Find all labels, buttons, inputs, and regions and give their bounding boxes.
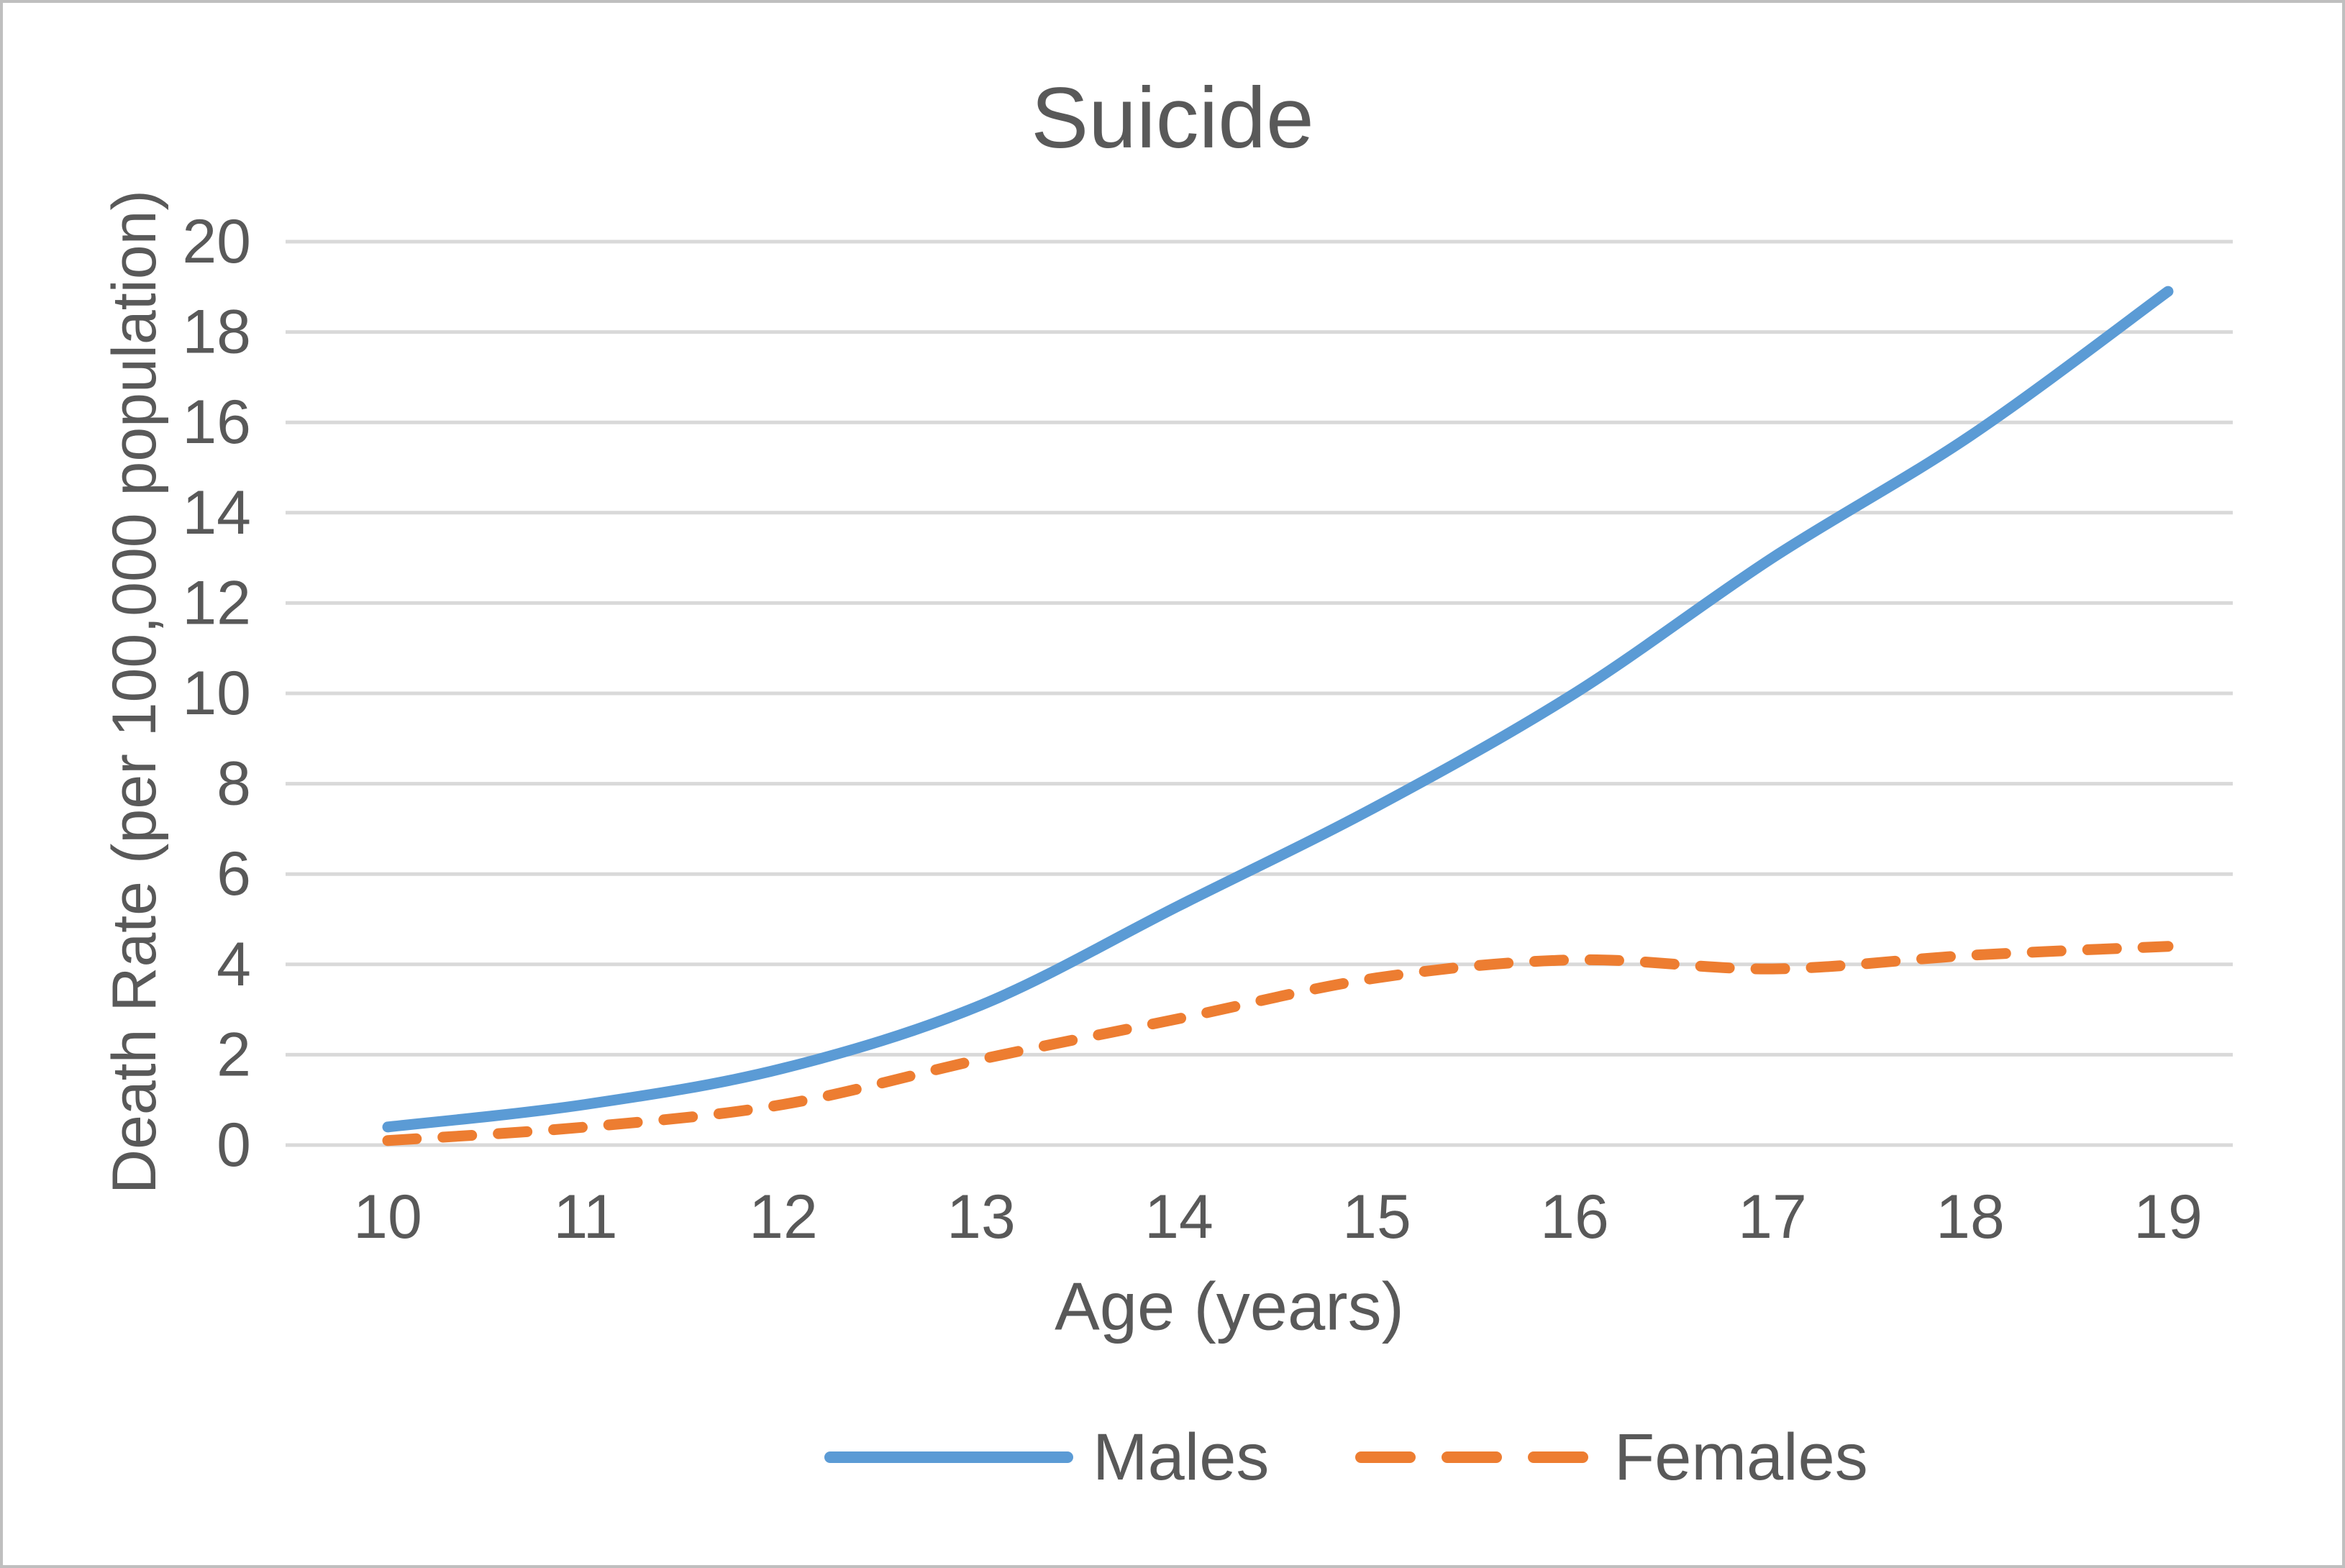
y-tick-label: 20 bbox=[182, 207, 251, 276]
series-line-males bbox=[382, 286, 2174, 1133]
y-tick-label: 12 bbox=[182, 568, 251, 637]
x-tick-label: 16 bbox=[1540, 1182, 1609, 1252]
legend-label-males: Males bbox=[1093, 1421, 1269, 1494]
x-tick-label: 14 bbox=[1144, 1182, 1214, 1252]
chart-legend: Males Females bbox=[824, 1421, 1868, 1494]
y-tick-label: 16 bbox=[182, 388, 251, 457]
chart-title: Suicide bbox=[1031, 70, 1314, 166]
y-tick-label: 18 bbox=[182, 298, 251, 367]
x-tick-label: 18 bbox=[1936, 1182, 2005, 1252]
x-tick-label: 10 bbox=[353, 1182, 422, 1252]
x-tick-label: 12 bbox=[749, 1182, 818, 1252]
x-tick-label: 17 bbox=[1738, 1182, 1807, 1252]
y-tick-label: 4 bbox=[217, 930, 251, 999]
y-tick-label: 8 bbox=[217, 749, 251, 819]
y-axis-title: Death Rate (per 100,000 population) bbox=[100, 190, 169, 1194]
gridlines bbox=[286, 240, 2233, 1147]
y-tick-label: 10 bbox=[182, 659, 251, 728]
data-series-lines bbox=[382, 286, 2174, 1147]
x-tick-label: 11 bbox=[553, 1182, 617, 1252]
legend-label-females: Females bbox=[1614, 1421, 1868, 1494]
x-tick-label: 13 bbox=[947, 1182, 1016, 1252]
y-tick-label: 2 bbox=[217, 1020, 251, 1089]
x-tick-label: 19 bbox=[2134, 1182, 2203, 1252]
x-axis-tick-labels: 10 11 12 13 14 15 16 17 18 19 bbox=[353, 1182, 2203, 1252]
y-tick-label: 14 bbox=[182, 478, 251, 547]
x-tick-label: 15 bbox=[1342, 1182, 1411, 1252]
y-tick-label: 0 bbox=[217, 1111, 251, 1180]
line-chart: Suicide Death Rate (per 100,000 populati… bbox=[100, 70, 2233, 1494]
y-axis-tick-labels: 0 2 4 6 8 10 12 14 16 18 20 bbox=[182, 207, 251, 1180]
x-axis-title: Age (years) bbox=[1055, 1269, 1404, 1344]
series-line-females bbox=[382, 941, 2174, 1147]
y-tick-label: 6 bbox=[217, 839, 251, 908]
